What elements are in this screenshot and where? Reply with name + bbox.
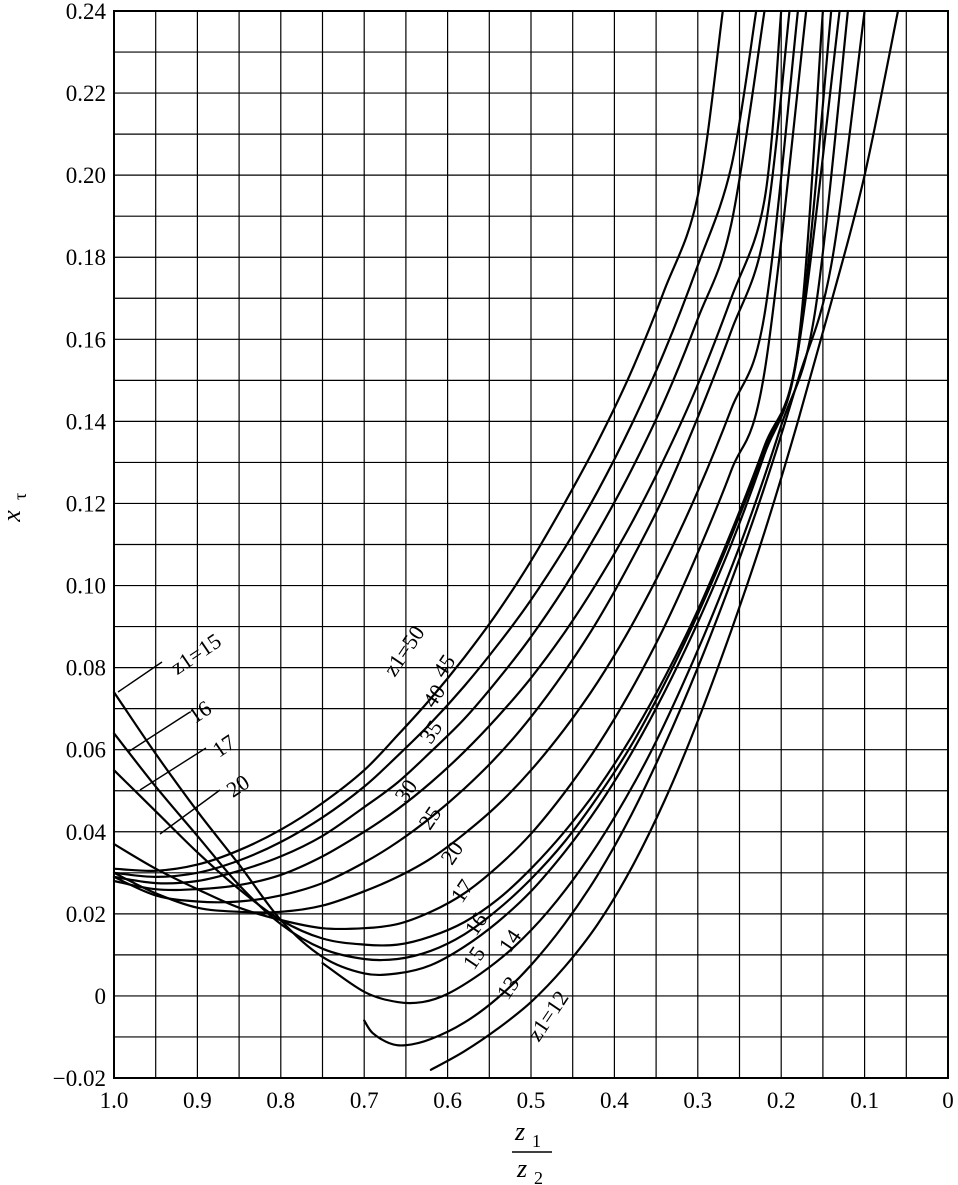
series-line	[112, 9, 758, 878]
series-curves	[112, 9, 900, 1071]
y-axis-label: x τ	[0, 493, 30, 523]
x-tick-label: 0.7	[350, 1088, 379, 1113]
y-tick-label: 0	[95, 984, 107, 1009]
y-axis-label-sub: τ	[10, 493, 30, 500]
plot-frame	[113, 10, 949, 1079]
series-line	[321, 9, 849, 1005]
series-line	[112, 9, 791, 904]
y-tick-label: 0.06	[66, 738, 106, 763]
y-tick-label: −0.02	[53, 1066, 106, 1091]
curve-label: 30	[389, 775, 422, 807]
curve-label: 25	[413, 802, 446, 834]
y-tick-label: 0.14	[66, 409, 107, 434]
series-line	[112, 9, 783, 892]
y-tick-label: 0.08	[66, 656, 106, 681]
x-tick-label: 0	[942, 1088, 954, 1113]
y-tick-label: 0.04	[66, 820, 107, 845]
grid	[114, 11, 948, 1078]
x-tick-label: 0.9	[183, 1088, 212, 1113]
curve-labels: z1=15161720z1=504540353025201716151413z1…	[166, 621, 574, 1046]
curve-label: 16	[184, 695, 216, 728]
series-line	[429, 9, 900, 1071]
series-line	[112, 9, 833, 962]
x-axis-label-denominator-sub: 2	[534, 1168, 543, 1185]
label-leader-line	[127, 711, 191, 753]
curve-label: 17	[208, 729, 240, 762]
series-line	[112, 9, 808, 931]
label-leader-line	[139, 747, 207, 791]
y-tick-label: 0.16	[66, 327, 106, 352]
x-tick-label: 0.2	[767, 1088, 796, 1113]
y-axis-label-base: x	[0, 510, 26, 523]
x-tick-label: 1.0	[100, 1088, 129, 1113]
x-tick-label: 0.3	[683, 1088, 712, 1113]
curve-label: 20	[435, 837, 468, 869]
series-line	[112, 9, 766, 885]
curve-label: 14	[493, 925, 526, 957]
y-tick-label: 0.20	[66, 163, 106, 188]
x-tick-label: 0.8	[266, 1088, 295, 1113]
curve-label: 20	[222, 769, 254, 802]
label-leader-line	[159, 789, 221, 835]
y-tick-label: 0.02	[66, 902, 106, 927]
curve-label: 35	[414, 716, 447, 748]
x-axis-label-numerator: z	[514, 1117, 525, 1146]
x-axis-label-numerator-sub: 1	[532, 1131, 541, 1151]
label-leader-line	[117, 661, 163, 693]
series-line	[112, 9, 841, 977]
x-tick-label: 0.6	[433, 1088, 462, 1113]
y-tick-label: 0.24	[66, 0, 107, 24]
series-line	[112, 9, 824, 947]
y-tick-label: 0.22	[66, 81, 106, 106]
x-axis-label-denominator: z	[516, 1154, 527, 1183]
x-tick-label: 0.5	[517, 1088, 546, 1113]
y-tick-label: 0.12	[66, 491, 106, 516]
series-line	[112, 9, 799, 914]
curve-label: z1=50	[378, 621, 430, 681]
x-tick-label: 0.4	[600, 1088, 629, 1113]
series-line	[112, 9, 724, 872]
curve-label: z1=15	[166, 628, 226, 680]
tick-labels: 1.0 0.9 0.8 0.7 0.6 0.5 0.4 0.3 0.2 0.1 00.240.220…	[53, 0, 954, 1113]
curve-label: 45	[427, 650, 460, 682]
label-leaders	[117, 661, 221, 835]
x-tick-label: 0.1	[850, 1088, 879, 1113]
y-tick-label: 0.10	[66, 574, 106, 599]
y-tick-label: 0.18	[66, 245, 106, 270]
x-axis-label: z 1 z 2	[512, 1117, 552, 1185]
